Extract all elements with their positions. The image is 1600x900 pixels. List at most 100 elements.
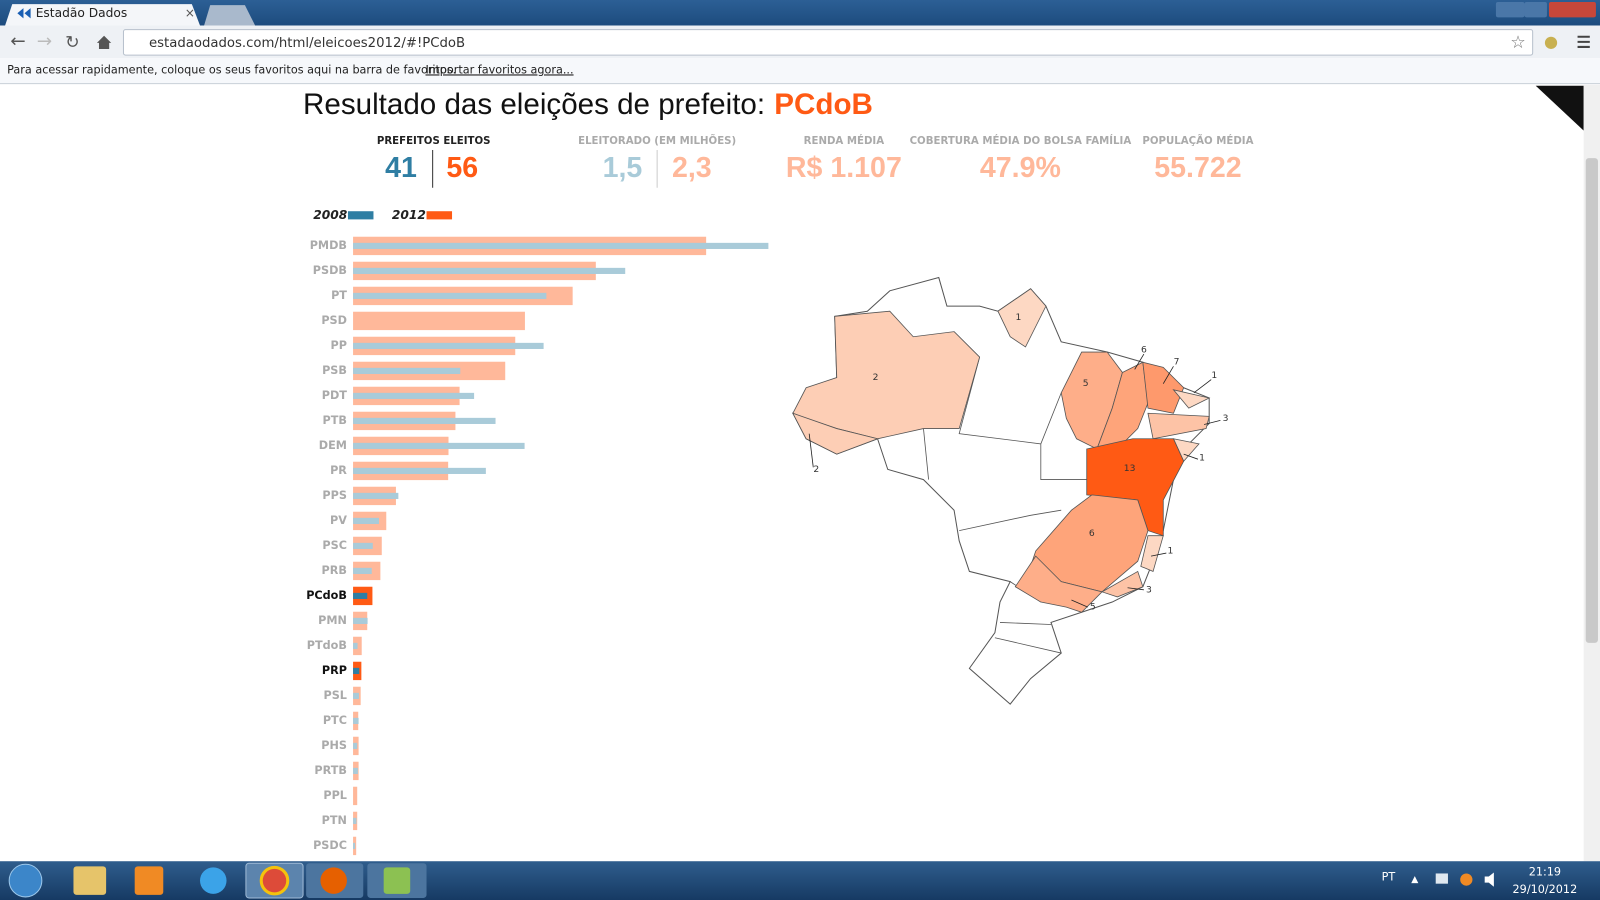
taskbar-media[interactable]: [134, 866, 164, 895]
category-label: PR: [330, 464, 347, 477]
legend-swatch: [347, 211, 374, 220]
map-region: [1014, 555, 1103, 613]
bookmark-star[interactable]: ☆: [1510, 33, 1526, 53]
leader-line: [1183, 453, 1199, 460]
new-tab[interactable]: [204, 5, 256, 26]
map-region: [1140, 535, 1164, 572]
bar-2008: [353, 617, 368, 624]
bar-2008: [353, 442, 525, 449]
bar-2008: [353, 242, 769, 249]
back-button[interactable]: ←: [10, 31, 25, 52]
region-count: 1: [1015, 312, 1021, 323]
taskbar: [0, 861, 1600, 900]
scrollbar-thumb[interactable]: [1585, 158, 1598, 643]
category-label: PSB: [322, 364, 347, 377]
page-area: [0, 84, 1584, 862]
clock-date[interactable]: 29/10/2012: [1513, 883, 1578, 896]
map-region: [1142, 361, 1185, 414]
bar-chart: 2008 2012PMDBPSDBPTPSDPPPSBPDTPTBDEMPRPPS…: [306, 208, 769, 856]
category-label: PP: [330, 339, 346, 352]
stat-label: PREFEITOS ELEITOS: [377, 136, 491, 147]
category-label: PT: [331, 289, 347, 302]
bar-2008: [353, 417, 496, 424]
stat-value: 56: [446, 152, 478, 184]
address-bar[interactable]: [122, 29, 1534, 56]
map-region: [1172, 389, 1211, 409]
leader-line: [1162, 366, 1174, 384]
bar-2008: [353, 667, 360, 674]
region-count: 3: [1223, 413, 1229, 424]
bar-2012: [353, 311, 525, 331]
bookmarks-bar: [0, 58, 1600, 84]
category-label: PTC: [323, 714, 347, 727]
bar-2008: [353, 592, 368, 599]
tab-title: Estadão Dados: [36, 6, 128, 20]
stat-label: COBERTURA MÉDIA DO BOLSA FAMÍLIA: [910, 134, 1132, 147]
leader-line: [1071, 599, 1088, 608]
reload-button[interactable]: ↻: [65, 33, 80, 53]
title-bar: [0, 0, 1600, 26]
bar-2008: [353, 642, 358, 649]
category-label: PSL: [323, 689, 346, 702]
tray-app[interactable]: [1460, 873, 1473, 886]
bar-2008: [353, 842, 356, 849]
map-region: [997, 288, 1047, 348]
extension-icon[interactable]: [1544, 36, 1558, 49]
region-count: 3: [1146, 584, 1152, 595]
region-count: 2: [813, 464, 819, 475]
taskbar-ie[interactable]: [199, 867, 227, 894]
stat-label: POPULAÇÃO MÉDIA: [1142, 134, 1253, 147]
legend-label: 2012: [392, 208, 426, 222]
forward-button[interactable]: →: [37, 31, 52, 52]
bar-2008: [353, 542, 373, 549]
category-label: PRTB: [314, 764, 347, 777]
bar-2012: [353, 786, 358, 806]
bar-2008: [353, 817, 357, 824]
taskbar-chrome[interactable]: [259, 865, 290, 896]
category-label: PSDC: [313, 839, 347, 852]
stat-value: R$ 1.107: [786, 152, 902, 184]
leader-line: [1127, 587, 1144, 591]
leader-line: [808, 433, 814, 468]
language[interactable]: PT: [1382, 871, 1396, 884]
tab[interactable]: [5, 4, 200, 26]
stat-value: 2,3: [672, 152, 712, 184]
tray-arrow[interactable]: ▲: [1411, 874, 1419, 885]
home-button[interactable]: [96, 35, 112, 49]
tab-close[interactable]: ×: [185, 6, 195, 20]
taskbar-firefox[interactable]: [320, 867, 347, 894]
bar-2008: [353, 767, 358, 774]
clock-time[interactable]: 21:19: [1529, 865, 1561, 878]
title-text: Resultado das eleições de prefeito:: [303, 88, 765, 121]
maximize[interactable]: [1524, 2, 1547, 18]
title-party: PCdoB: [774, 88, 873, 121]
start-button[interactable]: [8, 863, 43, 898]
stat-label: ELEITORADO (EM MILHÕES): [578, 134, 736, 147]
category-label: PTB: [323, 414, 347, 427]
bar-2008: [353, 342, 544, 349]
category-label: PPS: [322, 489, 347, 502]
stat-label: RENDA MÉDIA: [804, 134, 885, 147]
taskbar-app[interactable]: [383, 867, 411, 894]
taskbar-explorer[interactable]: [73, 866, 107, 895]
region-count: 1: [1167, 546, 1173, 557]
region-count: 1: [1199, 453, 1205, 464]
category-label: PMN: [318, 614, 347, 627]
menu-button[interactable]: [1577, 35, 1590, 48]
leader-line: [1203, 420, 1221, 425]
minimize[interactable]: [1495, 2, 1525, 18]
leader-line: [1134, 353, 1145, 370]
tray-network[interactable]: [1435, 873, 1448, 884]
bookmarks-link[interactable]: Importar favoritos agora...: [426, 63, 574, 76]
page-title: Resultado das eleições de prefeito: PCdoB: [303, 88, 873, 121]
tray-volume[interactable]: [1484, 872, 1494, 887]
close-window[interactable]: [1548, 2, 1596, 18]
bar-2008: [353, 692, 359, 699]
category-label: PSD: [321, 314, 347, 327]
category-label: PHS: [321, 739, 347, 752]
category-label: PMDB: [310, 239, 347, 252]
category-label: PTdoB: [307, 639, 347, 652]
map-region: [792, 412, 879, 455]
